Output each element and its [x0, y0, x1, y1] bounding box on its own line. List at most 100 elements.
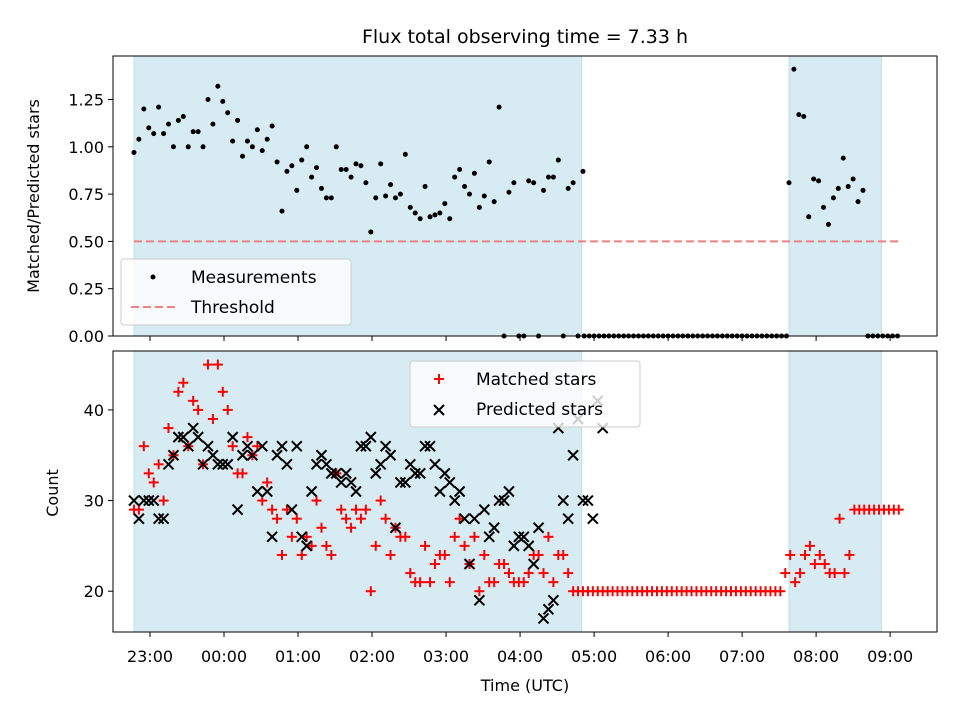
- matched-star-point: [785, 549, 796, 560]
- measurement-point: [185, 144, 191, 150]
- matched-star-point: [202, 359, 213, 370]
- matched-star-point: [148, 477, 159, 488]
- measurement-point: [496, 104, 502, 110]
- predicted-star-point: [542, 603, 555, 616]
- matched-star-point: [558, 549, 569, 560]
- x-axis-label: Time (UTC): [480, 676, 569, 695]
- predicted-star-point: [192, 431, 204, 443]
- legend-measurements-marker: [150, 274, 156, 280]
- measurement-point: [786, 180, 792, 186]
- measurement-point: [388, 182, 394, 188]
- matched-star-point: [533, 549, 544, 560]
- predicted-star-point: [187, 422, 199, 434]
- measurement-point: [462, 184, 468, 190]
- predicted-star-point: [458, 512, 471, 525]
- matched-star-point: [301, 531, 312, 542]
- matched-star-point: [499, 559, 510, 570]
- x-tick-label: 06:00: [645, 647, 691, 666]
- measurement-point: [412, 210, 418, 216]
- measurement-point: [368, 229, 374, 235]
- measurement-point: [402, 151, 408, 157]
- measurement-point: [353, 161, 359, 167]
- x-tick-label: 04:00: [497, 647, 543, 666]
- measurement-point: [348, 174, 354, 180]
- bottom-plot-frame: [112, 350, 938, 633]
- matched-star-point: [296, 549, 307, 560]
- measurement-point: [161, 131, 167, 137]
- predicted-star-point: [222, 458, 234, 471]
- predicted-star-point: [444, 476, 456, 489]
- matched-star-point: [178, 377, 189, 388]
- matched-star-point: [237, 468, 248, 479]
- measurement-point: [791, 66, 797, 72]
- predicted-star-point: [143, 494, 155, 507]
- measurement-point: [195, 129, 201, 135]
- matched-star-point: [276, 549, 287, 560]
- matched-star-point: [346, 522, 357, 533]
- measurement-point: [816, 178, 822, 184]
- matched-star-point: [454, 513, 465, 524]
- chart-title: Flux total observing time = 7.33 h: [362, 26, 688, 48]
- measurement-point: [235, 117, 241, 123]
- measurement-point: [156, 104, 162, 110]
- measurement-point: [205, 97, 211, 103]
- y-tick-label: 1.25: [68, 91, 104, 110]
- matched-star-point: [341, 513, 352, 524]
- y-tick-label: 0.00: [68, 327, 104, 346]
- y-tick-label: 40: [84, 401, 104, 420]
- predicted-star-point: [315, 449, 328, 461]
- measurement-point: [289, 163, 295, 169]
- matched-star-point: [212, 359, 223, 370]
- measurement-point: [249, 144, 255, 150]
- predicted-star-point: [587, 512, 599, 525]
- predicted-star-point: [527, 558, 540, 570]
- legend-matched-marker: [434, 374, 444, 384]
- predicted-star-point: [478, 503, 491, 516]
- matched-star-point: [439, 549, 450, 560]
- predicted-star-point: [335, 476, 347, 489]
- predicted-star-point: [404, 458, 416, 471]
- predicted-star-point: [291, 440, 303, 452]
- predicted-star-point: [508, 540, 520, 552]
- matched-star-point: [518, 577, 529, 588]
- predicted-star-point: [167, 449, 180, 461]
- y-tick-label: 20: [84, 582, 104, 601]
- matched-star-point: [780, 568, 791, 579]
- predicted-star-point: [133, 512, 145, 525]
- predicted-star-point: [197, 458, 209, 471]
- predicted-star-point: [448, 494, 461, 507]
- measurement-point: [146, 125, 152, 131]
- legend-measurements-label: Measurements: [191, 268, 317, 288]
- measurement-point: [432, 212, 438, 218]
- measurement-point: [294, 187, 300, 193]
- measurement-point: [511, 180, 517, 186]
- predicted-star-point: [147, 494, 160, 507]
- matched-star-point: [834, 513, 845, 524]
- top-legend-box: [120, 258, 352, 326]
- predicted-star-point: [468, 512, 481, 525]
- legend-predicted-label: Predicted stars: [476, 400, 603, 420]
- matched-star-point: [380, 513, 391, 524]
- matched-star-point: [291, 513, 302, 524]
- measurement-point: [830, 195, 836, 201]
- measurement-point: [225, 110, 231, 116]
- matched-star-point: [286, 531, 297, 542]
- measurement-point: [531, 180, 537, 186]
- predicted-star-point: [256, 440, 268, 452]
- measurement-point: [570, 180, 576, 186]
- matched-star-point: [242, 432, 253, 443]
- predicted-star-point: [567, 449, 579, 461]
- matched-star-point: [133, 504, 144, 515]
- measurement-point: [131, 149, 137, 155]
- x-tick-label: 00:00: [201, 647, 247, 666]
- predicted-star-point: [453, 485, 466, 498]
- predicted-star-point: [226, 431, 239, 443]
- measurement-point: [417, 216, 423, 222]
- predicted-star-point: [537, 612, 550, 625]
- predicted-star-point: [414, 467, 426, 480]
- measurement-point: [151, 131, 157, 137]
- matched-star-point: [138, 441, 149, 452]
- top-y-axis-ticks: 0.00 0.25 0.50 0.75 1.00 1.25: [68, 91, 113, 346]
- matched-star-point: [489, 577, 500, 588]
